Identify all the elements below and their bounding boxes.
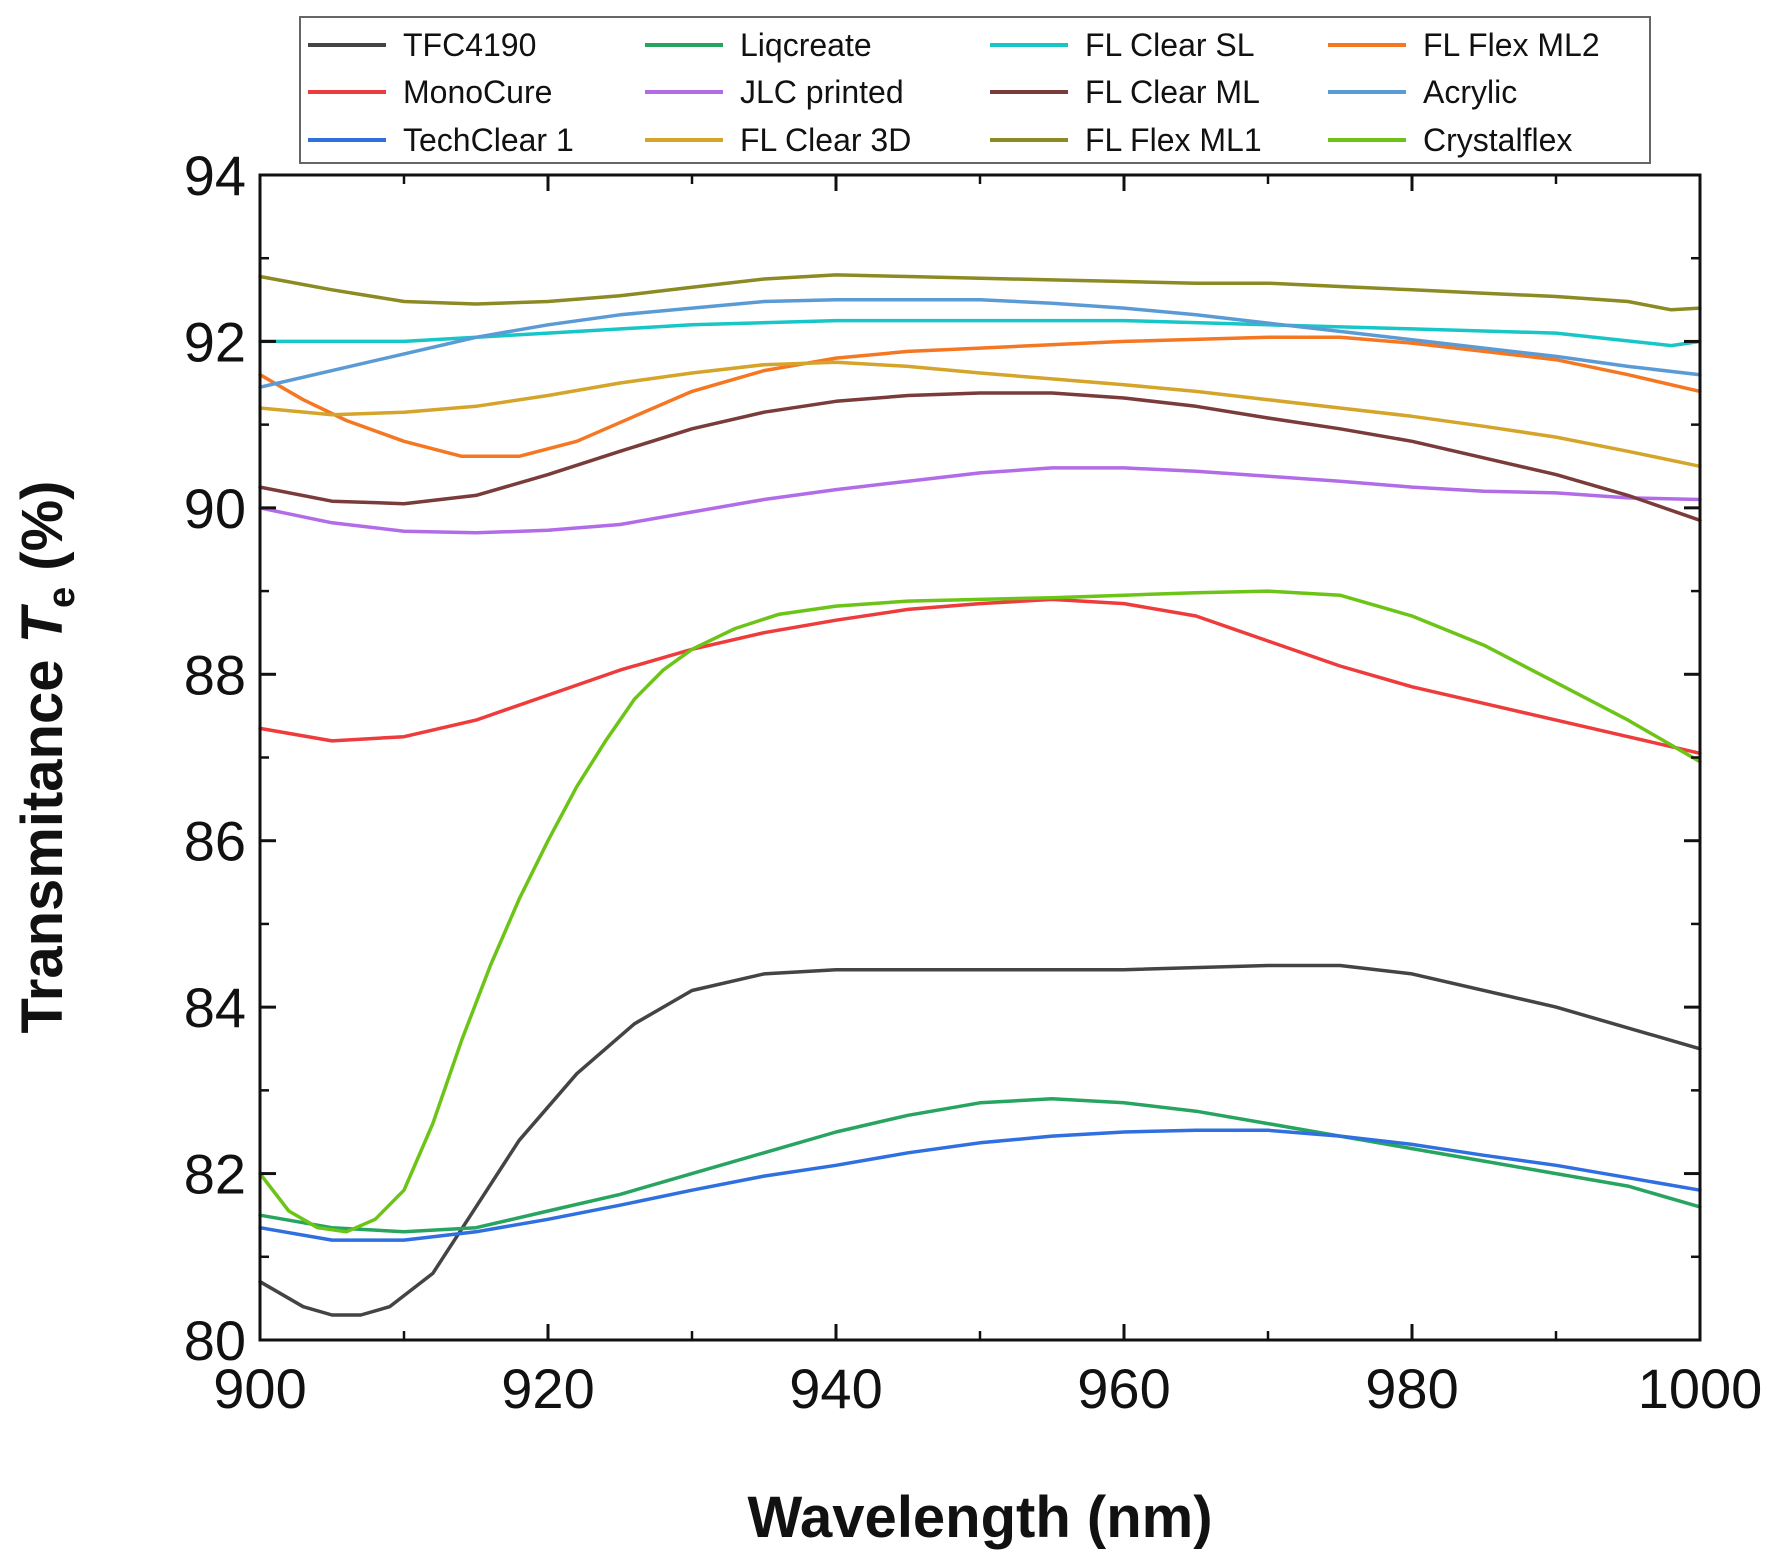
y-axis-title-unit: (%) — [10, 481, 75, 587]
series-line-1 — [258, 1096, 1702, 1234]
legend-label-4: MonoCure — [403, 74, 552, 110]
legend-label-2: FL Clear SL — [1085, 27, 1255, 63]
series-line-8 — [258, 1128, 1702, 1242]
legend-label-6: FL Clear ML — [1085, 74, 1260, 110]
y-tick-label: 92 — [184, 310, 246, 373]
x-tick-label: 900 — [213, 1357, 306, 1420]
legend-label-1: Liqcreate — [740, 27, 872, 63]
x-tick-label: 940 — [789, 1357, 882, 1420]
series-line-6 — [258, 391, 1702, 523]
y-tick-label: 88 — [184, 643, 246, 706]
y-tick-label: 80 — [184, 1309, 246, 1372]
series-line-0 — [258, 963, 1702, 1317]
y-tick-label: 82 — [184, 1143, 246, 1206]
y-axis-title-variable: T — [10, 603, 75, 643]
x-tick-label: 960 — [1077, 1357, 1170, 1420]
axis-ticks: 900 920 940 960 980 1000 80 82 84 86 88 90 92 94 — [184, 144, 1763, 1420]
series-line-9 — [258, 360, 1702, 469]
series-line-7 — [258, 298, 1702, 389]
y-axis-title-main: Transmitance — [10, 643, 75, 1033]
series-line-10 — [258, 273, 1702, 312]
x-tick-label: 920 — [501, 1357, 594, 1420]
legend-label-5: JLC printed — [740, 74, 904, 110]
x-tick-label: 1000 — [1638, 1357, 1763, 1420]
x-tick-label: 980 — [1365, 1357, 1458, 1420]
series-line-11 — [258, 589, 1702, 1234]
y-tick-label: 86 — [184, 810, 246, 873]
legend: TFC4190 Liqcreate FL Clear SL FL Flex ML2 Mo… — [299, 16, 1651, 164]
y-axis-title: Transmitance Te (%) — [10, 481, 83, 1034]
series-line-5 — [258, 466, 1702, 535]
legend-label-7: Acrylic — [1423, 74, 1517, 110]
series-line-4 — [258, 597, 1702, 756]
legend-label-8: TechClear 1 — [403, 122, 574, 158]
legend-box — [299, 16, 1651, 164]
series-line-2 — [258, 318, 1702, 348]
legend-label-10: FL Flex ML1 — [1085, 122, 1262, 158]
y-axis-title-subscript: e — [41, 587, 83, 608]
y-tick-label: 90 — [184, 477, 246, 540]
legend-label-11: Crystalflex — [1423, 122, 1572, 158]
legend-label-9: FL Clear 3D — [740, 122, 911, 158]
series-lines — [258, 273, 1702, 1317]
legend-label-3: FL Flex ML2 — [1423, 27, 1600, 63]
y-tick-label: 84 — [184, 976, 246, 1039]
x-axis-title: Wavelength (nm) — [747, 1485, 1212, 1550]
legend-label-0: TFC4190 — [403, 27, 536, 63]
series-line-3 — [258, 335, 1702, 459]
y-tick-label: 94 — [184, 144, 246, 207]
